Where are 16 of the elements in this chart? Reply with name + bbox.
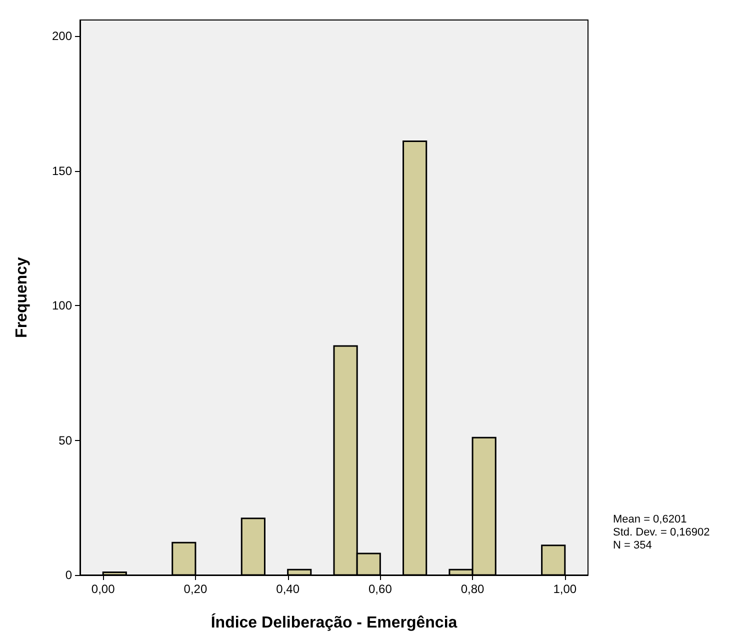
y-tick-label: 200 (52, 29, 72, 44)
x-tick-label: 0,80 (460, 582, 485, 596)
x-tick-label: 0,40 (276, 582, 300, 596)
x-tick-label: 0,20 (184, 582, 208, 596)
y-tick-label: 100 (52, 298, 72, 313)
x-axis-title: Índice Deliberação - Emergência (210, 612, 458, 632)
x-tick-label: 0,60 (368, 582, 392, 596)
x-tick-label: 1,00 (553, 582, 577, 596)
y-tick-label: 150 (52, 164, 72, 178)
y-axis-title: Frequency (14, 256, 30, 338)
text: N = 354 (613, 540, 652, 552)
x-tick-label: 0,00 (91, 582, 116, 596)
text: Std. Dev. = 0,16902 (613, 526, 710, 538)
y-tick-label: 0 (65, 568, 72, 582)
y-tick-label: 50 (58, 433, 72, 448)
text: Mean = 0,6201 (613, 514, 687, 526)
